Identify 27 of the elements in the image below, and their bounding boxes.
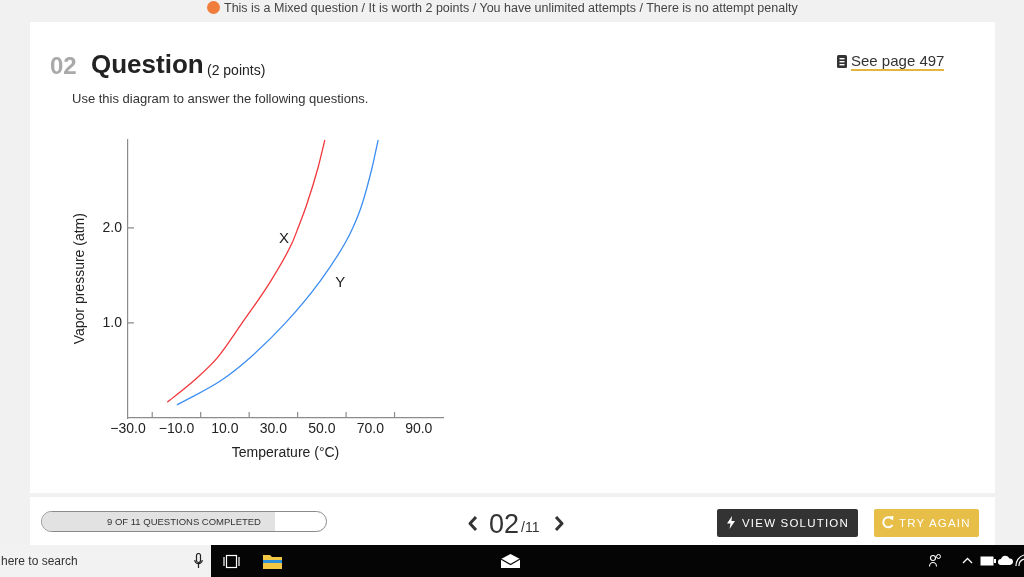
x-tick-label: −30.0 — [110, 420, 146, 437]
x-tick-label: 30.0 — [259, 420, 288, 437]
series-label: X — [279, 228, 290, 246]
text: See page 497 — [851, 52, 945, 71]
text: VIEW SOLUTION — [742, 516, 849, 531]
text: TRY AGAIN — [899, 516, 971, 531]
x-tick-label: 70.0 — [356, 420, 385, 437]
text: /11 — [521, 519, 540, 536]
y-tick-label: 1.0 — [102, 313, 123, 330]
progress-bar: 9 OF 11 QUESTIONS COMPLETED — [41, 511, 327, 532]
x-axis-title: Temperature (°C) — [231, 444, 340, 461]
chart-subtitle: Use this diagram to answer the following questions. — [72, 91, 369, 107]
x-tick-label: −10.0 — [158, 420, 195, 437]
x-tick-label: 10.0 — [211, 420, 239, 437]
y-axis-title: Vapor pressure (atm) — [71, 213, 88, 345]
y-tick-label: 2.0 — [102, 218, 123, 235]
chart-title: Question — [91, 49, 204, 80]
line-series — [176, 139, 379, 406]
x-tick-label: 50.0 — [308, 420, 336, 437]
text: 02 — [489, 509, 520, 539]
line-series — [167, 139, 326, 403]
text: This is a Mixed question / It is worth 2 points / You have unlimited attempts / There is no attempt penalty — [224, 1, 798, 16]
text: here to search — [1, 554, 78, 569]
series-label: Y — [335, 273, 346, 291]
text: (2 points) — [207, 61, 266, 79]
text: 02 — [50, 52, 77, 80]
x-tick-label: 90.0 — [405, 420, 433, 437]
